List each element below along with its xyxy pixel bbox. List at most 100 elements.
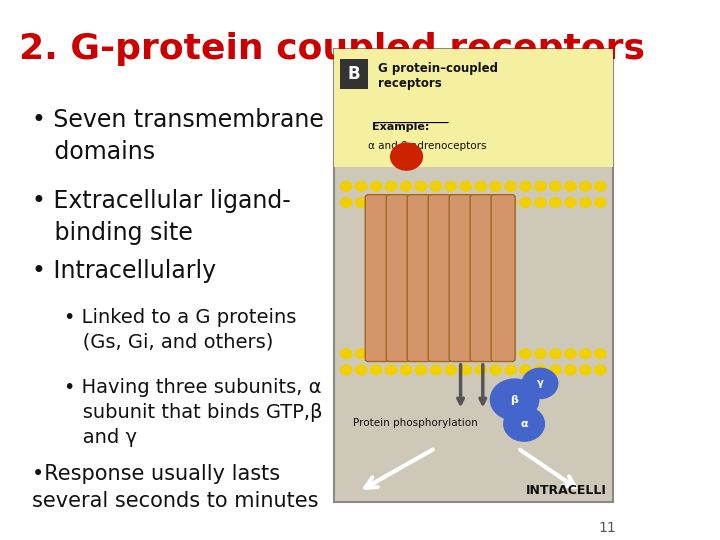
Circle shape [430,349,441,359]
Circle shape [520,181,531,191]
Circle shape [475,365,487,375]
Circle shape [341,181,352,191]
Text: INTRACELLI: INTRACELLI [526,484,607,497]
Text: G protein–coupled
receptors: G protein–coupled receptors [378,62,498,90]
FancyBboxPatch shape [491,195,516,362]
Circle shape [535,198,546,207]
Circle shape [370,349,382,359]
Circle shape [580,365,591,375]
Circle shape [415,349,427,359]
Circle shape [356,181,367,191]
Circle shape [535,365,546,375]
Circle shape [520,198,531,207]
Circle shape [564,365,576,375]
Circle shape [580,349,591,359]
Text: β: β [510,395,518,404]
Circle shape [475,349,487,359]
FancyBboxPatch shape [333,49,613,167]
Text: • Having three subunits, α
   subunit that binds GTP,β
   and γ: • Having three subunits, α subunit that … [63,378,322,447]
Text: Protein phosphorylation: Protein phosphorylation [353,418,477,429]
Circle shape [595,198,606,207]
Text: • Seven transmembrane
   domains: • Seven transmembrane domains [32,108,323,164]
Circle shape [430,198,441,207]
Circle shape [415,198,427,207]
Circle shape [356,198,367,207]
Circle shape [385,349,397,359]
Circle shape [535,181,546,191]
Circle shape [415,365,427,375]
Text: • Linked to a G proteins
   (Gs, Gi, and others): • Linked to a G proteins (Gs, Gi, and ot… [63,308,296,352]
FancyBboxPatch shape [470,195,494,362]
FancyBboxPatch shape [386,195,410,362]
Circle shape [445,365,456,375]
Circle shape [595,365,606,375]
Circle shape [460,365,472,375]
FancyBboxPatch shape [408,195,431,362]
FancyBboxPatch shape [365,195,390,362]
Circle shape [445,181,456,191]
Circle shape [341,349,352,359]
Circle shape [475,198,487,207]
Text: α: α [521,419,528,429]
Circle shape [505,198,516,207]
Circle shape [505,181,516,191]
Text: • Intracellularly: • Intracellularly [32,259,216,283]
Text: •Response usually lasts
several seconds to minutes: •Response usually lasts several seconds … [32,464,318,511]
Circle shape [550,198,561,207]
Circle shape [445,198,456,207]
Circle shape [550,181,561,191]
Circle shape [341,365,352,375]
Circle shape [505,365,516,375]
Circle shape [400,349,412,359]
FancyBboxPatch shape [340,59,369,89]
Circle shape [490,181,501,191]
FancyBboxPatch shape [333,49,613,502]
Circle shape [490,349,501,359]
Text: Example:: Example: [372,122,429,132]
Circle shape [400,198,412,207]
Text: 2. G-protein coupled receptors: 2. G-protein coupled receptors [19,32,645,66]
Circle shape [430,365,441,375]
Circle shape [356,365,367,375]
FancyBboxPatch shape [449,195,473,362]
Circle shape [520,365,531,375]
Circle shape [505,349,516,359]
Circle shape [564,349,576,359]
Circle shape [550,365,561,375]
Circle shape [370,198,382,207]
Circle shape [430,181,441,191]
Text: α and β adrenoceptors: α and β adrenoceptors [369,141,487,152]
Circle shape [580,198,591,207]
Circle shape [564,198,576,207]
Circle shape [595,349,606,359]
Circle shape [370,181,382,191]
Circle shape [475,181,487,191]
FancyBboxPatch shape [428,195,452,362]
Circle shape [535,349,546,359]
Circle shape [385,365,397,375]
Text: • Extracellular ligand-
   binding site: • Extracellular ligand- binding site [32,189,290,245]
Text: B: B [348,65,361,83]
Circle shape [400,181,412,191]
Circle shape [460,181,472,191]
Circle shape [385,198,397,207]
Text: 11: 11 [598,521,616,535]
Circle shape [520,349,531,359]
Circle shape [490,365,501,375]
Circle shape [445,349,456,359]
Circle shape [370,365,382,375]
Circle shape [341,198,352,207]
Circle shape [356,349,367,359]
Circle shape [580,181,591,191]
Circle shape [550,349,561,359]
Circle shape [595,181,606,191]
Circle shape [522,368,558,399]
Circle shape [460,198,472,207]
Circle shape [415,181,427,191]
Text: γ: γ [536,379,544,388]
Circle shape [460,349,472,359]
Circle shape [490,198,501,207]
Circle shape [490,379,539,420]
Circle shape [400,365,412,375]
Circle shape [504,407,544,441]
